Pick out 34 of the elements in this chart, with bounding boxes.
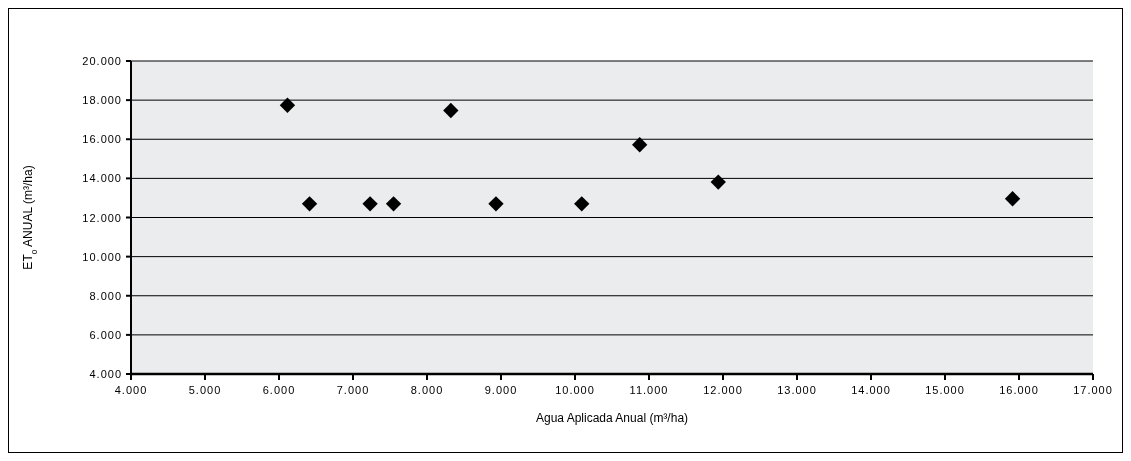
x-tick-label: 12.000 — [703, 384, 743, 396]
y-tick-label: 8.000 — [89, 289, 122, 302]
point — [362, 196, 378, 212]
x-tick-label: 4.000 — [114, 384, 148, 396]
x-tick-label: 7.000 — [336, 384, 370, 396]
y-tick-label: 4.000 — [89, 368, 122, 380]
x-tick-label: 11.000 — [629, 384, 669, 396]
point — [385, 196, 402, 212]
y-tick-label: 10.000 — [82, 250, 122, 263]
point — [443, 102, 459, 119]
x-tick-label: 10.000 — [555, 384, 595, 396]
x-tick-label: 17.000 — [1073, 384, 1113, 396]
y-tick-label: 16.000 — [82, 133, 122, 146]
x-axis-title: Agua Aplicada Anual (m³/ha) — [535, 411, 689, 425]
point — [488, 196, 504, 212]
x-tick-label: 9.000 — [484, 384, 518, 396]
x-tick-label: 6.000 — [262, 384, 296, 396]
x-tick-label: 16.000 — [999, 384, 1039, 396]
y-tick-label: 12.000 — [82, 211, 122, 224]
y-tick-label: 20.000 — [82, 55, 122, 67]
point — [632, 137, 648, 153]
y-tick-label: 6.000 — [89, 328, 122, 341]
point — [301, 196, 318, 212]
y-tick-label: 14.000 — [82, 172, 122, 185]
point — [574, 196, 590, 212]
x-tick-label: 13.000 — [777, 384, 817, 396]
point — [1004, 191, 1021, 207]
point — [279, 97, 296, 113]
y-tick-label: 18.000 — [82, 94, 122, 107]
x-tick-label: 14.000 — [851, 384, 891, 396]
x-tick-label: 8.000 — [410, 384, 444, 396]
point — [710, 174, 726, 190]
x-tick-label: 15.000 — [925, 384, 965, 396]
x-tick-label: 5.000 — [188, 384, 222, 396]
